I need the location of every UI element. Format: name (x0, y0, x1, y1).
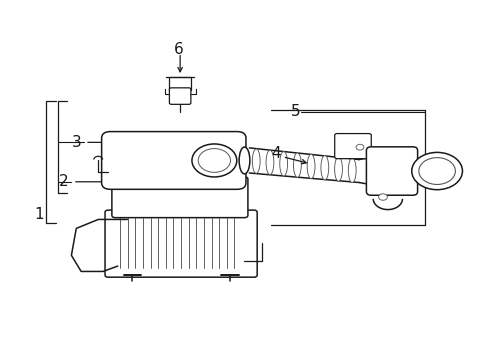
FancyBboxPatch shape (366, 147, 417, 195)
Text: 3: 3 (71, 135, 81, 150)
Circle shape (411, 152, 462, 190)
FancyBboxPatch shape (105, 210, 257, 277)
Ellipse shape (265, 150, 273, 175)
Text: 6: 6 (173, 42, 183, 57)
Ellipse shape (334, 157, 342, 181)
Ellipse shape (239, 147, 249, 174)
Circle shape (418, 158, 454, 184)
FancyBboxPatch shape (334, 134, 370, 159)
Text: 4: 4 (271, 145, 281, 161)
Text: 5: 5 (290, 104, 300, 120)
Ellipse shape (320, 156, 328, 180)
Ellipse shape (279, 152, 287, 176)
Circle shape (198, 149, 230, 172)
Text: 2: 2 (59, 174, 69, 189)
Circle shape (192, 144, 236, 177)
Ellipse shape (293, 153, 301, 177)
FancyBboxPatch shape (169, 88, 190, 104)
Circle shape (355, 144, 363, 150)
FancyBboxPatch shape (102, 132, 245, 189)
Text: 1: 1 (34, 207, 43, 221)
Circle shape (378, 194, 386, 200)
FancyBboxPatch shape (112, 177, 247, 218)
Ellipse shape (306, 154, 314, 179)
Ellipse shape (252, 149, 260, 173)
Ellipse shape (347, 158, 355, 183)
